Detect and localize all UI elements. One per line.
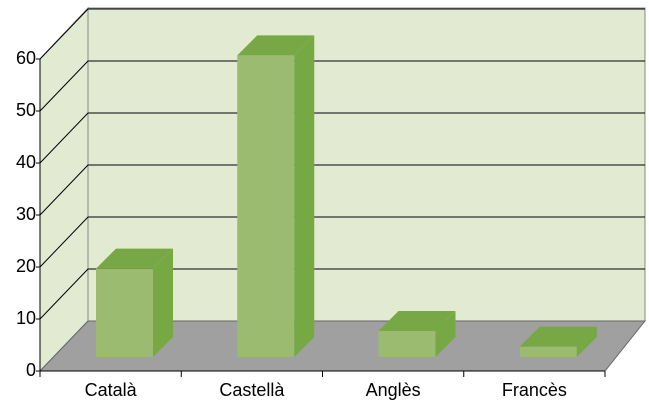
bar: [237, 35, 315, 358]
grid-line: [39, 112, 645, 164]
grid-line: [39, 60, 645, 112]
grid-line: [39, 8, 645, 60]
y-tick-label: 50: [16, 100, 36, 120]
x-tick-label: Anglès: [366, 380, 421, 400]
bar: [96, 248, 173, 357]
y-tick-label: 30: [16, 204, 36, 224]
bar-side: [153, 248, 173, 357]
y-tick-label: 60: [16, 48, 36, 68]
x-tick-label: Francès: [502, 380, 567, 400]
bar-side: [294, 35, 315, 358]
x-tick-label: Català: [85, 380, 138, 400]
bar-side: [435, 311, 456, 357]
bar: [378, 311, 456, 357]
grid-line: [39, 216, 645, 268]
x-tick-label: Castellà: [219, 380, 285, 400]
bar-front: [96, 268, 153, 357]
grid-line: [39, 164, 645, 216]
y-tick-label: 40: [16, 152, 36, 172]
y-tick-label: 20: [16, 256, 36, 276]
y-tick-label: 10: [16, 308, 36, 328]
y-tick-label: 0: [26, 360, 36, 380]
bar-top: [237, 35, 315, 56]
bar: [519, 326, 597, 357]
grid-line: [39, 268, 645, 320]
bar-front: [237, 55, 295, 358]
bar-side: [576, 326, 597, 357]
bar-front: [519, 346, 577, 357]
bar-top: [519, 326, 597, 347]
bar-top: [96, 248, 173, 269]
bar-front: [378, 331, 436, 357]
bar-top: [378, 311, 456, 331]
